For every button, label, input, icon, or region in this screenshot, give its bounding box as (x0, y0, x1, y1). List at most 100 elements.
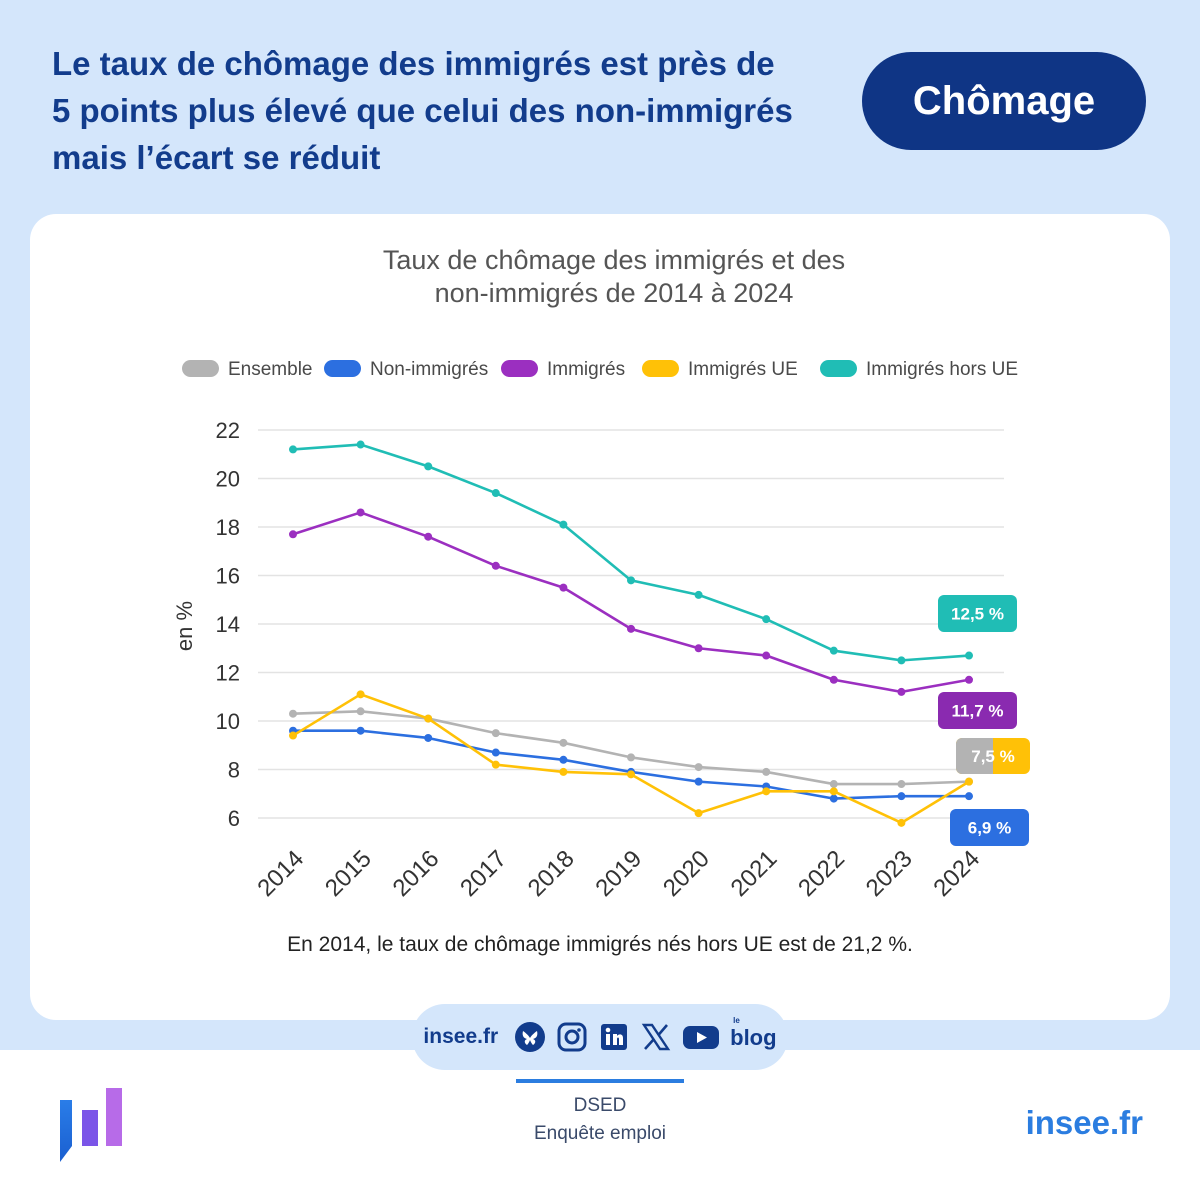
end-label-text: 11,7 % (952, 702, 1004, 721)
x-tick-label: 2019 (590, 845, 647, 902)
data-point (424, 532, 433, 541)
y-tick-label: 8 (228, 758, 240, 783)
legend-swatch (820, 360, 857, 377)
data-point (829, 675, 838, 684)
data-point (965, 675, 973, 684)
social-site-link[interactable]: insee.fr (423, 1025, 499, 1048)
legend-swatch (642, 360, 679, 377)
data-point (491, 489, 500, 498)
y-axis-label: en % (172, 601, 197, 651)
blog-link[interactable]: le blog (730, 1016, 777, 1051)
data-point (559, 755, 568, 764)
y-tick-label: 6 (228, 806, 240, 831)
series-line (293, 729, 969, 800)
data-point (897, 818, 906, 827)
x-tick-label: 2014 (252, 845, 309, 902)
chart-note: En 2014, le taux de chômage immigrés nés… (287, 933, 913, 956)
y-tick-label: 10 (216, 709, 240, 734)
data-point (965, 777, 973, 786)
data-point (897, 656, 906, 665)
x-tick-label: 2015 (320, 845, 377, 902)
data-point (627, 770, 635, 779)
instagram-icon[interactable] (556, 1021, 588, 1053)
end-label-text: 12,5 % (951, 605, 1004, 624)
x-tick-label: 2021 (726, 845, 783, 902)
data-point (762, 787, 771, 796)
data-point (559, 738, 568, 747)
data-point (694, 590, 703, 599)
data-point (694, 809, 703, 818)
end-label-badge (938, 595, 1017, 632)
data-point (424, 714, 433, 723)
y-tick-label: 18 (216, 515, 240, 540)
data-point (694, 644, 703, 653)
end-label-text: 7,5 % (971, 747, 1014, 766)
data-point (829, 646, 838, 655)
category-tag: Chômage (862, 52, 1146, 150)
data-point (694, 777, 703, 786)
data-point (356, 726, 365, 735)
legend-label: Immigrés UE (688, 359, 798, 380)
legend-swatch (501, 360, 538, 377)
y-tick-label: 20 (216, 467, 240, 492)
youtube-icon[interactable] (682, 1021, 720, 1053)
data-point (694, 763, 703, 772)
data-point (491, 729, 500, 738)
legend-label: Immigrés hors UE (866, 359, 1018, 380)
data-point (356, 707, 365, 716)
data-point (289, 445, 297, 454)
insee-logo-icon (60, 1088, 122, 1162)
x-tick-label: 2023 (861, 845, 918, 902)
end-label-badge (938, 692, 1017, 729)
data-point (559, 767, 568, 776)
blog-label: blog (730, 1025, 777, 1050)
end-label-badge-half (956, 738, 993, 774)
bluesky-icon[interactable] (514, 1021, 546, 1053)
data-point (356, 690, 365, 699)
y-tick-label: 16 (216, 564, 240, 589)
data-point (897, 687, 906, 696)
linkedin-icon[interactable] (598, 1021, 630, 1053)
source-divider (516, 1079, 684, 1083)
x-tick-label: 2018 (523, 845, 580, 902)
y-tick-label: 14 (216, 612, 240, 637)
chart-title-line: non-immigrés de 2014 à 2024 (435, 278, 794, 308)
source-survey: Enquête emploi (533, 1123, 667, 1144)
data-point (289, 709, 297, 718)
data-point (627, 753, 635, 762)
data-point (491, 561, 500, 570)
data-point (627, 624, 635, 633)
footer-band (0, 1050, 1200, 1200)
chart-title-line: Taux de chômage des immigrés et des (383, 245, 845, 275)
data-point (627, 576, 635, 585)
data-point (897, 792, 906, 801)
data-point (424, 733, 433, 742)
data-point (829, 780, 838, 789)
legend-label: Ensemble (228, 359, 313, 380)
y-tick-label: 12 (216, 661, 240, 686)
data-point (491, 760, 500, 769)
social-bar: insee.fr le blog (412, 1004, 788, 1070)
x-icon[interactable] (640, 1021, 672, 1053)
data-point (829, 787, 838, 796)
data-point (356, 440, 365, 449)
data-point (762, 767, 771, 776)
footer-site-link[interactable]: insee.fr (1025, 1104, 1143, 1141)
legend-swatch (182, 360, 219, 377)
data-point (897, 780, 906, 789)
unemployment-chart: Taux de chômage des immigrés et desnon-i… (172, 245, 1030, 956)
data-point (491, 748, 500, 757)
series-line (292, 511, 970, 694)
x-tick-label: 2016 (388, 845, 445, 902)
legend-label: Non-immigrés (370, 359, 488, 380)
data-point (762, 615, 771, 624)
data-point (559, 520, 568, 529)
legend-label: Immigrés (547, 359, 625, 380)
data-point (356, 508, 365, 517)
x-tick-label: 2017 (455, 845, 512, 902)
legend-swatch (324, 360, 361, 377)
data-point (965, 792, 973, 801)
x-tick-label: 2020 (658, 845, 715, 902)
y-tick-label: 22 (216, 418, 240, 443)
data-point (559, 583, 568, 592)
